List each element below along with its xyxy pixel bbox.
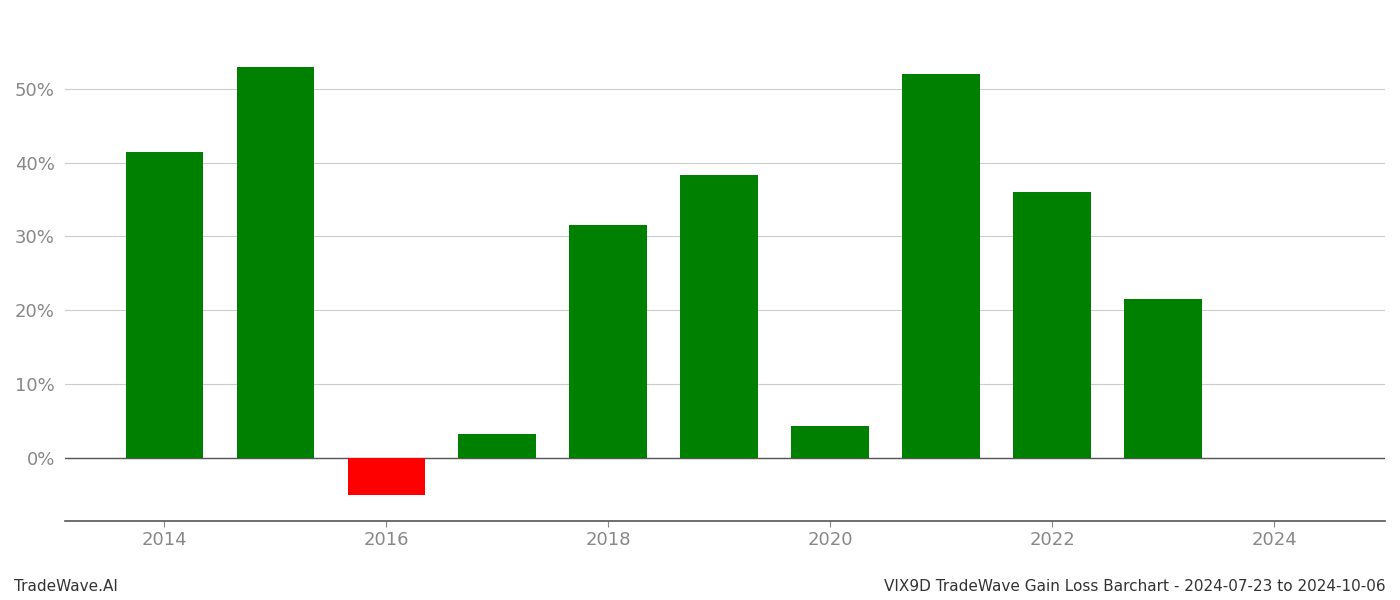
Bar xyxy=(903,74,980,458)
Bar xyxy=(1124,299,1203,458)
Bar xyxy=(126,152,203,458)
Text: TradeWave.AI: TradeWave.AI xyxy=(14,579,118,594)
Bar xyxy=(458,434,536,458)
Bar xyxy=(791,426,869,458)
Bar xyxy=(570,226,647,458)
Bar xyxy=(680,175,757,458)
Bar xyxy=(347,458,426,495)
Bar xyxy=(1014,192,1091,458)
Text: VIX9D TradeWave Gain Loss Barchart - 2024-07-23 to 2024-10-06: VIX9D TradeWave Gain Loss Barchart - 202… xyxy=(885,579,1386,594)
Bar xyxy=(237,67,314,458)
